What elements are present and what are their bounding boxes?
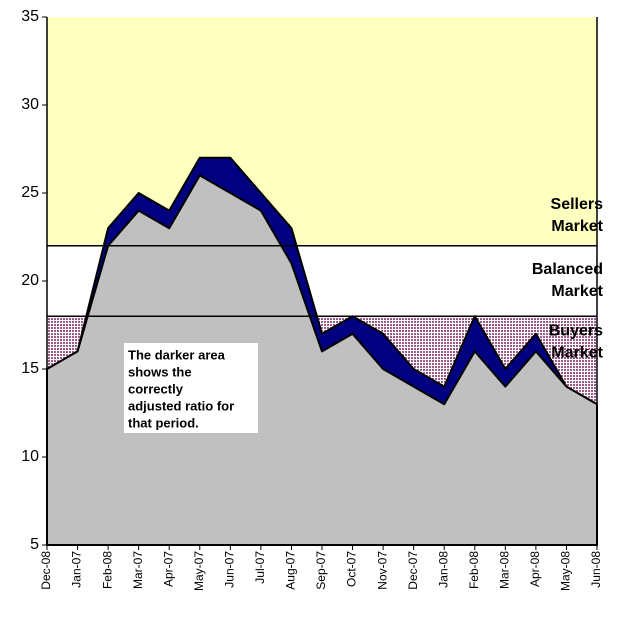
x-tick-label: Mar-07 <box>131 551 145 589</box>
band-label: Market <box>551 344 603 361</box>
x-tick-label: Dec-07 <box>406 551 420 590</box>
x-tick-label: May-08 <box>559 551 573 591</box>
note-line: shows the <box>128 364 192 379</box>
note-box <box>124 343 258 433</box>
x-tick-label: May-07 <box>192 551 206 591</box>
y-tick-label: 10 <box>21 448 39 465</box>
band-label: Buyers <box>549 322 603 339</box>
x-tick-label: Feb-08 <box>467 551 481 589</box>
band-label: Balanced <box>532 261 603 278</box>
y-tick-label: 20 <box>21 272 39 289</box>
x-tick-label: Mar-08 <box>498 551 512 589</box>
x-tick-label: Jun-08 <box>589 551 603 588</box>
x-tick-label: Sep-07 <box>314 551 328 590</box>
x-tick-label: Dec-08 <box>39 551 53 590</box>
x-tick-label: Jun-07 <box>223 551 237 588</box>
x-tick-label: Aug-07 <box>284 551 298 590</box>
x-tick-label: Apr-08 <box>528 551 542 587</box>
x-tick-label: Feb-08 <box>100 551 114 589</box>
y-tick-label: 5 <box>30 536 39 553</box>
note-line: that period. <box>128 415 199 430</box>
area <box>46 174 598 546</box>
note-line: adjusted ratio for <box>128 398 234 413</box>
y-tick-label: 30 <box>21 96 39 113</box>
y-tick-label: 35 <box>21 8 39 25</box>
x-tick-label: Jan-08 <box>436 551 450 588</box>
band-label: Market <box>551 283 603 300</box>
band-label: Sellers <box>551 196 604 213</box>
x-tick-label: Jul-07 <box>253 551 267 584</box>
x-tick-label: Jan-07 <box>70 551 84 588</box>
x-tick-label: Apr-07 <box>161 551 175 587</box>
y-tick-label: 15 <box>21 360 39 377</box>
x-tick-label: Nov-07 <box>375 551 389 590</box>
x-tick-label: Oct-07 <box>345 551 359 587</box>
y-tick-label: 25 <box>21 184 39 201</box>
note-line: The darker area <box>128 347 226 362</box>
note-line: correctly <box>128 381 184 396</box>
band-label: Market <box>551 218 603 235</box>
